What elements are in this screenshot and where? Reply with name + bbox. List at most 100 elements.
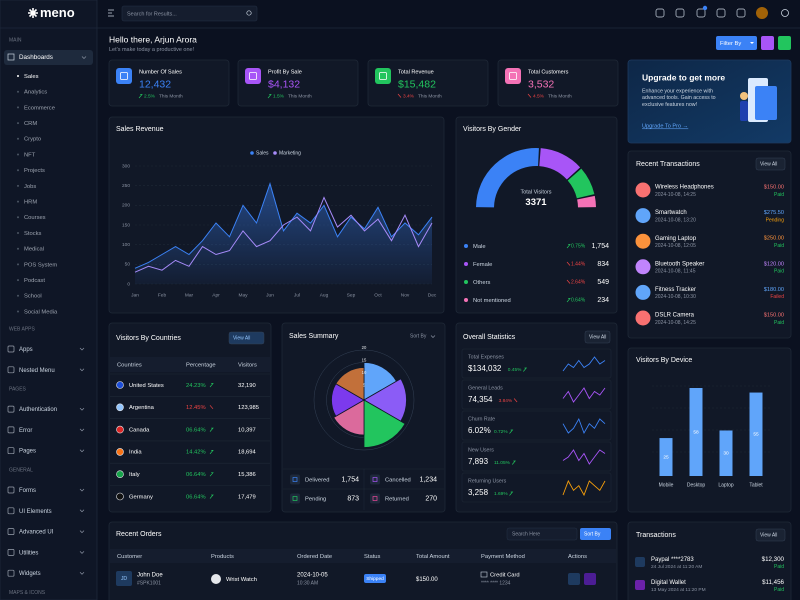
product: Wrist Watch xyxy=(226,577,257,583)
y-tick-label: 50 xyxy=(125,262,131,268)
stat-label: General Leads xyxy=(468,385,503,391)
stat-change: 1.69% xyxy=(494,491,508,497)
filter-label[interactable]: Filter By xyxy=(720,41,741,47)
menu-dot xyxy=(17,122,19,125)
item-status: Paid xyxy=(774,243,784,249)
menu-item[interactable]: Apps xyxy=(19,347,33,353)
trend-arrow xyxy=(566,244,571,249)
stat-icon xyxy=(116,68,132,84)
sort-label[interactable]: Sort By xyxy=(410,333,427,339)
menu-item[interactable]: UI Elements xyxy=(19,509,52,515)
column-header: Payment Method xyxy=(481,554,525,560)
line xyxy=(134,196,433,273)
menu-item[interactable]: Advanced UI xyxy=(19,530,54,536)
submenu-item[interactable]: Courses xyxy=(24,215,46,221)
menu-item[interactable]: Widgets xyxy=(19,571,41,577)
submenu-item[interactable]: Sales xyxy=(24,74,39,80)
donut-segment xyxy=(539,148,581,180)
product-avatar xyxy=(635,310,651,326)
sparkline xyxy=(562,417,606,435)
submenu-item[interactable]: Ecommerce xyxy=(24,105,55,111)
menu-dot xyxy=(17,232,19,234)
y-tick-label: 150 xyxy=(122,222,130,228)
stat-change: 3.4% xyxy=(403,94,415,100)
menu-item[interactable]: Authentication xyxy=(19,407,57,413)
column-header: Countries xyxy=(117,362,142,368)
submenu-item[interactable]: Social Media xyxy=(24,309,58,315)
bar xyxy=(719,430,733,476)
table-header xyxy=(110,357,270,372)
percentage: 12.45% xyxy=(186,405,206,411)
polar-segment xyxy=(363,378,407,422)
y-tick-label: 200 xyxy=(122,203,130,209)
item-amount: $12,300 xyxy=(762,556,785,563)
trend-arrow xyxy=(209,450,214,455)
stat-icon-glyph xyxy=(249,72,257,80)
item-status: Paid xyxy=(774,587,784,593)
legend-change: 2.64% xyxy=(571,280,586,286)
submenu-item[interactable]: School xyxy=(24,294,42,300)
view-all-label[interactable]: View All xyxy=(760,162,777,168)
avatar xyxy=(756,7,768,19)
header-icon xyxy=(675,8,685,18)
x-tick-label: Jan xyxy=(131,292,139,298)
submenu-item[interactable]: Stocks xyxy=(24,231,41,237)
payment-icon xyxy=(635,557,645,567)
submenu-item[interactable]: Projects xyxy=(24,168,45,174)
stat-period: This Month xyxy=(159,94,183,100)
submenu-item[interactable]: Jobs xyxy=(24,184,36,190)
menu-item[interactable]: Error xyxy=(19,428,32,434)
menu-item[interactable]: Pages xyxy=(19,449,36,455)
item-name: DSLR Camera xyxy=(655,313,695,319)
customer-initials: JD xyxy=(121,576,128,582)
bar-value-label: 58 xyxy=(693,429,699,435)
x-tick-label: Apr xyxy=(212,292,220,298)
status-badge xyxy=(364,574,386,583)
stat-value: $134,032 xyxy=(468,364,502,373)
section-label: MAPS & ICONS xyxy=(9,590,46,596)
chevron xyxy=(79,428,85,432)
donut-segment xyxy=(476,148,539,208)
submenu-item[interactable]: POS System xyxy=(24,262,57,268)
stat-row xyxy=(461,379,612,410)
flag xyxy=(116,470,124,479)
item-name: Bluetooth Speaker xyxy=(655,261,704,267)
view-all-label[interactable]: View All xyxy=(760,533,777,539)
search-placeholder[interactable]: Search Here xyxy=(512,532,540,538)
menu-item[interactable]: Nested Menu xyxy=(19,368,55,374)
search-box xyxy=(506,527,578,541)
view-all-label[interactable]: View All xyxy=(233,336,250,342)
search-box xyxy=(121,5,258,22)
submenu-item[interactable]: Medical xyxy=(24,247,44,253)
country: United States xyxy=(129,383,164,389)
submenu-item[interactable]: Podcast xyxy=(24,278,45,284)
menu-item[interactable]: Forms xyxy=(19,488,36,494)
upgrade-link[interactable]: Upgrade To Pro → xyxy=(642,123,688,129)
submenu-item[interactable]: Crypto xyxy=(24,137,41,143)
trend-arrow xyxy=(138,94,143,99)
action-button xyxy=(778,36,791,50)
menu-item[interactable]: Utilities xyxy=(19,550,38,556)
legend-swatch xyxy=(273,151,277,155)
stat-value: 3,258 xyxy=(468,488,489,497)
submenu-item[interactable]: Analytics xyxy=(24,90,47,96)
column-header: Visitors xyxy=(238,362,257,368)
upgrade-text: advanced tools. Gain access to xyxy=(642,95,716,101)
search-placeholder[interactable]: Search for Results... xyxy=(127,11,177,17)
legend-change: 1.44% xyxy=(571,262,586,268)
view-all-label[interactable]: View All xyxy=(589,335,606,341)
submenu-item[interactable]: NFT xyxy=(24,152,36,158)
country: Italy xyxy=(129,472,140,478)
chevron xyxy=(79,571,85,575)
sort-label[interactable]: Sort By xyxy=(584,532,601,538)
status: Shipped xyxy=(366,576,384,582)
legend-swatch xyxy=(464,280,468,284)
submenu-item[interactable]: HRM xyxy=(24,200,37,206)
submenu-item[interactable]: CRM xyxy=(24,121,37,127)
menu-icon xyxy=(7,486,15,494)
settings-icon xyxy=(781,9,789,17)
menu-item[interactable]: Dashboards xyxy=(19,54,53,61)
trend-arrow xyxy=(523,367,528,372)
visitors: 32,190 xyxy=(238,383,256,389)
card xyxy=(627,150,792,339)
